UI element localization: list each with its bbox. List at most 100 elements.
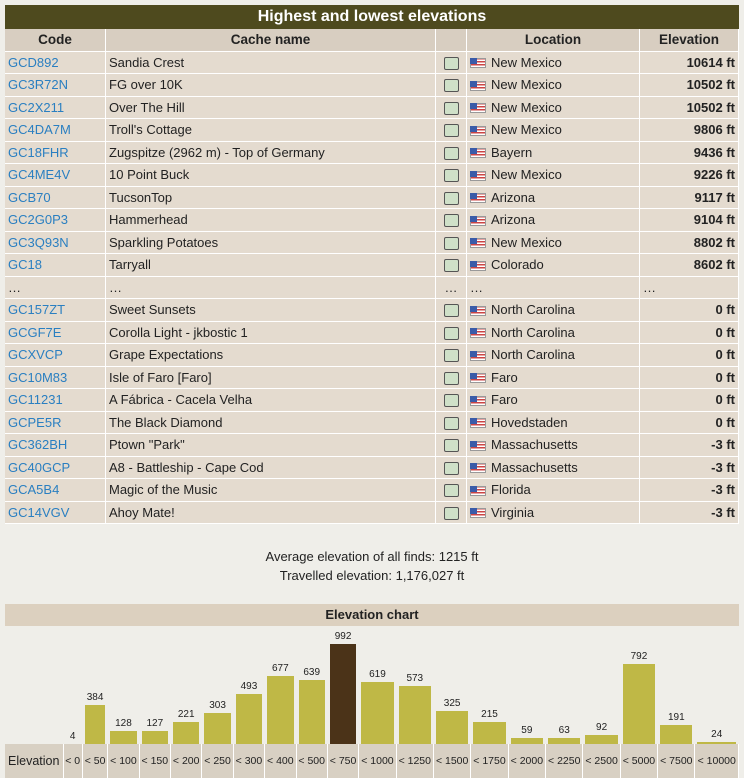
bar [267,675,294,744]
cache-code-link[interactable]: GCXVCP [8,347,63,363]
cache-code-link[interactable]: GC10M83 [8,369,68,385]
cache-code-link[interactable]: GCB70 [8,189,51,205]
cache-code-link[interactable]: GC157ZT [8,302,66,318]
location-cell: New Mexico [467,51,640,74]
code-cell: GCPE5R [5,411,106,434]
location-cell: North Carolina [467,344,640,367]
code-cell: GCD892 [5,51,106,74]
cache-code-link[interactable]: GC40GCP [8,459,71,475]
bar-cell: 619 [359,626,396,744]
cache-type-icon [443,236,459,250]
cache-code-link[interactable]: GC18FHR [8,144,69,160]
location: North Carolina [491,302,575,318]
code-cell: GC2X211 [5,96,106,119]
category-label: < 2500 [582,744,621,778]
category-label: < 300 [233,744,266,778]
elevation: 9104 ft [640,209,739,232]
cache-code-link[interactable]: GCPE5R [8,414,62,430]
location-cell: Faro [467,389,640,412]
bar [398,686,431,744]
elevation: -3 ft [640,434,739,457]
cache-type-icon [443,56,459,70]
table-row: GCGF7E Corolla Light - jkbostic 1 North Ca… [5,321,739,344]
cache-code-link[interactable]: GC14VGV [8,504,70,520]
cache-code-link[interactable]: GC3Q93N [8,234,69,250]
location: Colorado [491,257,544,273]
cache-code-link[interactable]: GCGF7E [8,324,62,340]
flag [470,305,486,316]
code-cell: GC40GCP [5,456,106,479]
bar-cell: 325 [433,626,470,744]
cache-code-link[interactable]: GC18 [8,257,42,273]
cache-name: The Black Diamond [106,411,436,434]
icon-cell [436,344,467,367]
value-label: 619 [369,668,386,680]
code-cell: GC11231 [5,389,106,412]
category-label: < 1000 [358,744,397,778]
cache-type-icon [443,79,459,93]
bar [173,721,200,744]
elevation: 0 ft [640,366,739,389]
elevation: 0 ft [640,411,739,434]
bar-cell: 303 [202,626,233,744]
cache-code-link[interactable]: GC2X211 [8,99,65,115]
icon-cell [436,366,467,389]
category-label: < 1500 [433,744,472,778]
elevation: 9117 ft [640,186,739,209]
cache-code-link[interactable]: GCD892 [8,54,59,70]
table-row: GC157ZT Sweet Sunsets North Carolina 0 ft [5,299,739,322]
cache-code-link[interactable]: GCA5B4 [8,482,60,498]
value-label: 493 [240,681,258,693]
elevation: -3 ft [640,501,739,524]
bar-cell: 4 [63,626,82,744]
value-label: 573 [406,673,424,685]
bar-cell: 92 [583,626,620,744]
bar-cell: 59 [508,626,545,744]
flag [470,395,486,406]
icon-cell: … [436,276,467,299]
table-row: GCD892 Sandia Crest New Mexico 10614 ft [5,51,739,74]
summary-line: Travelled elevation: 1,176,027 ft [279,568,465,583]
code-cell: GCGF7E [5,321,106,344]
bar [110,731,137,744]
elevation-table-panel: Highest and lowest elevations Code Cache … [5,5,739,524]
cache-name: Ahoy Mate! [106,501,436,524]
location-cell: Florida [467,479,640,502]
code-cell: GC4DA7M [5,119,106,142]
flag [470,508,486,519]
column-header: Cache name [106,29,436,52]
cache-code-link[interactable]: GC3R72N [8,77,68,93]
cache-code-link[interactable]: GC4DA7M [8,122,71,138]
location-cell: Bayern [467,141,640,164]
icon-cell [436,299,467,322]
category-label: < 750 [327,744,360,778]
icon-cell [436,51,467,74]
bar-cell: 677 [265,626,296,744]
cache-name: Troll's Cottage [106,119,436,142]
location: Bayern [491,144,533,160]
category-label: < 7500 [657,744,696,778]
cache-code-link[interactable]: GC11231 [8,392,63,408]
bar [510,738,544,744]
cache-name: Magic of the Music [106,479,436,502]
summary-line: Average elevation of all finds: 1215 ft [265,549,479,564]
cache-type-icon [443,506,459,520]
cache-name: Ptown "Park" [106,434,436,457]
location: North Carolina [491,347,575,363]
cache-name: Sweet Sunsets [106,299,436,322]
cache-type-icon [443,259,459,273]
cache-code-link[interactable]: GC2G0P3 [8,212,68,228]
elevation: 8802 ft [640,231,739,254]
bar-cell: 639 [296,626,327,744]
table-row: GC2X211 Over The Hill New Mexico 10502 ft [5,96,739,119]
location: New Mexico [491,122,562,138]
table-row: GC4DA7M Troll's Cottage New Mexico 9806 ft [5,119,739,142]
bar-cell: 24 [695,626,739,744]
location-cell: Faro [467,366,640,389]
value-label: 215 [481,709,498,721]
category-label: < 200 [170,744,203,778]
flag [470,440,486,451]
table-row: GC4ME4V 10 Point Buck New Mexico 9226 ft [5,164,739,187]
cache-code-link[interactable]: GC362BH [8,437,68,453]
cache-code-link[interactable]: GC4ME4V [8,167,71,183]
